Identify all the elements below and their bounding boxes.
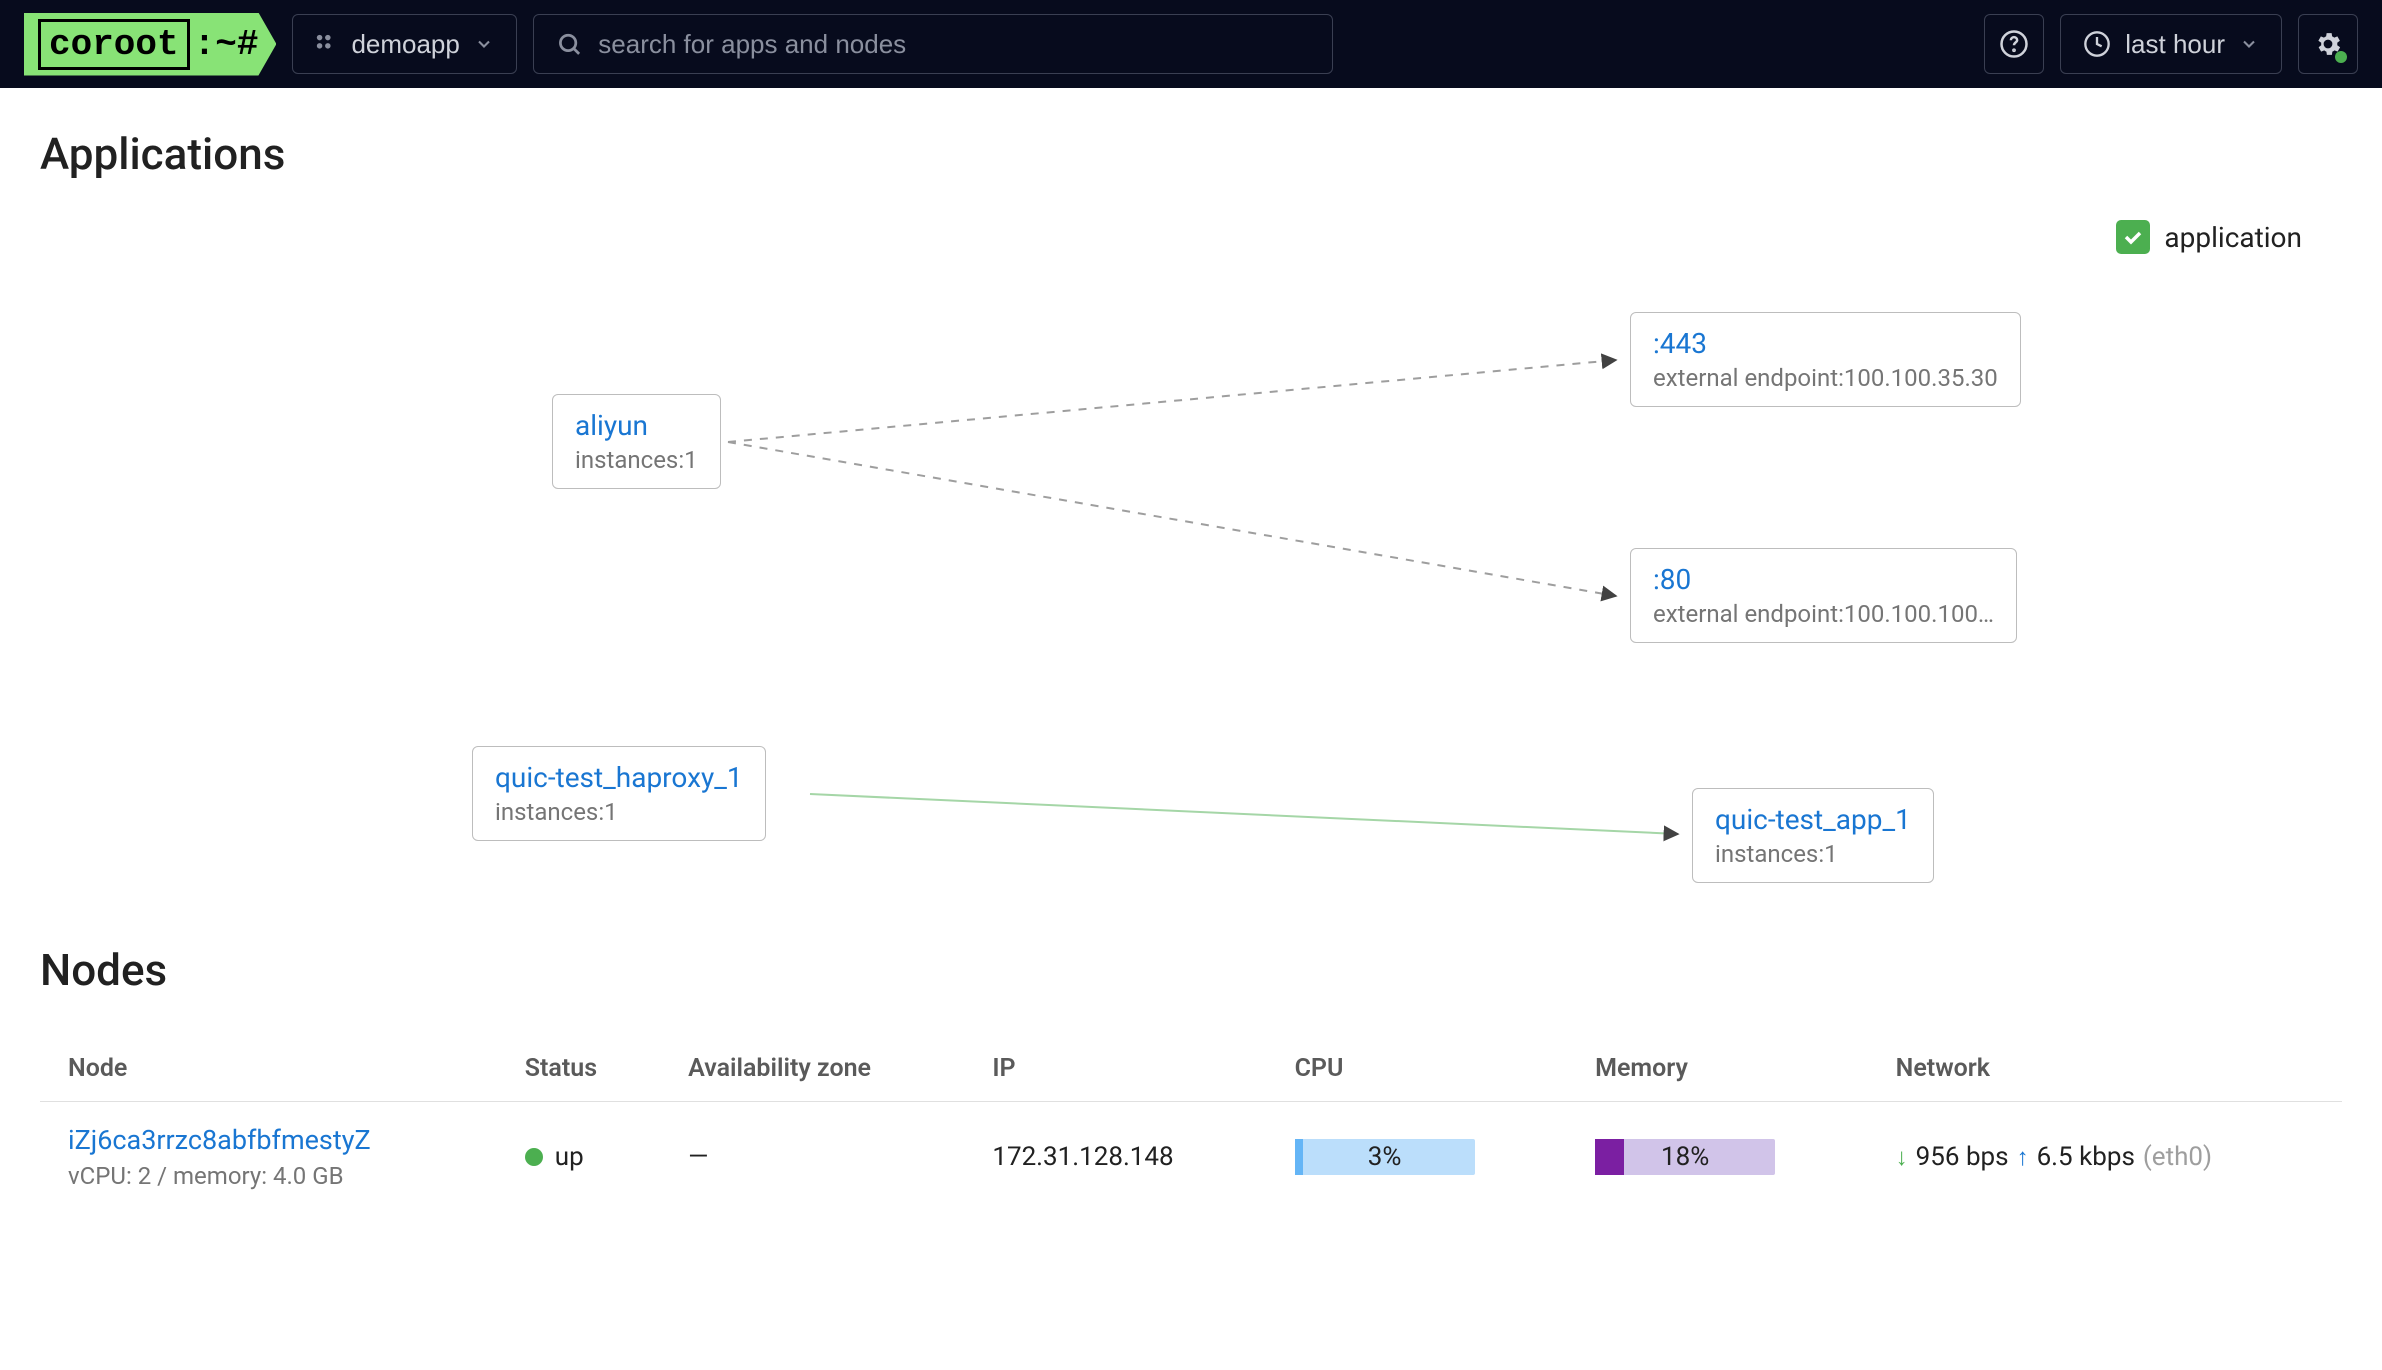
time-range-selector[interactable]: last hour <box>2060 14 2282 74</box>
node-subtitle: instances:1 <box>1715 840 1911 868</box>
nodes-heading: Nodes <box>40 944 2342 996</box>
application-filter-checkbox[interactable] <box>2116 220 2150 254</box>
node-title: quic-test_haproxy_1 <box>495 761 743 794</box>
node-name-link[interactable]: iZj6ca3rrzc8abfbfmestyZ <box>68 1124 469 1156</box>
cpu-value: 3% <box>1295 1142 1475 1172</box>
status-text: up <box>555 1142 584 1172</box>
node-subtitle: external endpoint:100.100.100… <box>1653 600 1994 628</box>
logo[interactable]: coroot:~# <box>24 13 276 76</box>
arrow-up-icon: ↑ <box>2017 1143 2029 1172</box>
column-header: IP <box>964 1036 1266 1102</box>
status-dot <box>525 1148 543 1166</box>
net-up-value: 6.5 kbps <box>2037 1142 2135 1172</box>
apps-icon <box>315 33 337 55</box>
column-header: Availability zone <box>660 1036 964 1102</box>
network-cell: ↓ 956 bps ↑ 6.5 kbps (eth0) <box>1896 1142 2314 1172</box>
graph-node-ep443[interactable]: :443 external endpoint:100.100.35.30 <box>1630 312 2021 407</box>
check-icon <box>2121 225 2145 249</box>
net-down-value: 956 bps <box>1916 1142 2009 1172</box>
search-input[interactable] <box>598 29 1310 60</box>
column-header: Memory <box>1567 1036 1868 1102</box>
settings-status-dot <box>2335 51 2347 63</box>
settings-button[interactable] <box>2298 14 2358 74</box>
column-header: CPU <box>1267 1036 1568 1102</box>
app-header: coroot:~# demoapp last hour <box>0 0 2382 88</box>
net-iface: (eth0) <box>2143 1142 2212 1172</box>
node-subtitle: instances:1 <box>495 798 743 826</box>
ip-cell: 172.31.128.148 <box>964 1102 1266 1213</box>
node-subtitle: instances:1 <box>575 446 698 474</box>
applications-heading: Applications <box>40 128 2342 180</box>
node-meta: vCPU: 2 / memory: 4.0 GB <box>68 1162 469 1190</box>
nodes-table: NodeStatusAvailability zoneIPCPUMemoryNe… <box>40 1036 2342 1212</box>
column-header: Status <box>497 1036 660 1102</box>
help-button[interactable] <box>1984 14 2044 74</box>
chevron-down-icon <box>2239 34 2259 54</box>
az-cell: — <box>660 1102 964 1213</box>
filter-row: application <box>40 220 2342 254</box>
search-icon <box>556 30 582 58</box>
memory-bar: 18% <box>1595 1139 1775 1175</box>
node-subtitle: external endpoint:100.100.35.30 <box>1653 364 1998 392</box>
column-header: Network <box>1868 1036 2342 1102</box>
graph-node-haproxy[interactable]: quic-test_haproxy_1 instances:1 <box>472 746 766 841</box>
graph-node-aliyun[interactable]: aliyun instances:1 <box>552 394 721 489</box>
help-icon <box>1999 29 2029 59</box>
node-title: quic-test_app_1 <box>1715 803 1911 836</box>
nodes-section: Nodes NodeStatusAvailability zoneIPCPUMe… <box>40 944 2342 1212</box>
project-name: demoapp <box>351 29 459 60</box>
column-header: Node <box>40 1036 497 1102</box>
node-title: :443 <box>1653 327 1998 360</box>
node-title: aliyun <box>575 409 698 442</box>
search-box[interactable] <box>533 14 1333 74</box>
project-selector[interactable]: demoapp <box>292 14 516 74</box>
graph-node-app1[interactable]: quic-test_app_1 instances:1 <box>1692 788 1934 883</box>
table-row[interactable]: iZj6ca3rrzc8abfbfmestyZ vCPU: 2 / memory… <box>40 1102 2342 1213</box>
time-range-label: last hour <box>2125 29 2225 60</box>
application-filter-label: application <box>2164 221 2302 254</box>
graph-node-ep80[interactable]: :80 external endpoint:100.100.100… <box>1630 548 2017 643</box>
clock-icon <box>2083 30 2111 58</box>
node-title: :80 <box>1653 563 1994 596</box>
arrow-down-icon: ↓ <box>1896 1143 1908 1172</box>
status-cell: up <box>525 1142 632 1172</box>
main-content: Applications application aliyun instances… <box>0 88 2382 1252</box>
cpu-bar: 3% <box>1295 1139 1475 1175</box>
memory-value: 18% <box>1595 1142 1775 1172</box>
chevron-down-icon <box>474 34 494 54</box>
service-map: aliyun instances:1 :443 external endpoint:1… <box>40 274 2342 914</box>
